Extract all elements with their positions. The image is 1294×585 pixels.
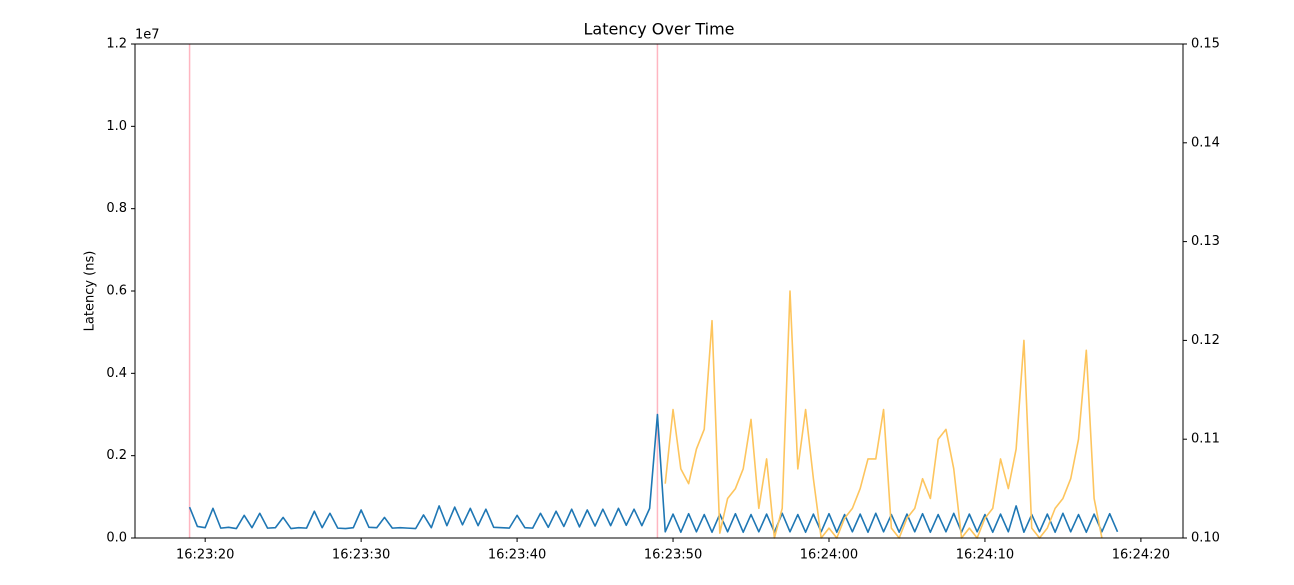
line-series bbox=[188, 413, 1119, 534]
plot-frame bbox=[134, 43, 1184, 539]
y-tick-label: 1.0 bbox=[106, 119, 127, 134]
y2-tick-label: 0.10 bbox=[1191, 531, 1220, 546]
y-tick-label: 1.2 bbox=[106, 37, 127, 52]
y2-tick-label: 0.14 bbox=[1191, 135, 1220, 150]
x-tick-label: 16:23:30 bbox=[332, 548, 390, 563]
y2-tick-label: 0.15 bbox=[1191, 37, 1220, 52]
x-tick-label: 16:24:10 bbox=[956, 548, 1014, 563]
y2-tick-label: 0.11 bbox=[1191, 432, 1220, 447]
y-axis-label: Latency (ns) bbox=[83, 251, 98, 332]
y-tick-label: 0.4 bbox=[106, 366, 127, 381]
x-tick-label: 16:23:50 bbox=[644, 548, 702, 563]
y-tick-label: 0.2 bbox=[106, 448, 127, 463]
line-series bbox=[664, 290, 1103, 539]
x-tick-label: 16:24:20 bbox=[1112, 548, 1170, 563]
chart-title: Latency Over Time bbox=[583, 20, 734, 39]
y-tick-label: 0.0 bbox=[106, 531, 127, 546]
x-tick-label: 16:24:00 bbox=[800, 548, 858, 563]
y2-tick-label: 0.12 bbox=[1191, 333, 1220, 348]
x-tick-label: 16:23:40 bbox=[488, 548, 546, 563]
y-tick-label: 0.8 bbox=[106, 201, 127, 216]
y2-tick-label: 0.13 bbox=[1191, 234, 1220, 249]
y-tick-label: 0.6 bbox=[106, 284, 127, 299]
y-offset-label: 1e7 bbox=[135, 28, 160, 43]
x-tick-label: 16:23:20 bbox=[176, 548, 234, 563]
